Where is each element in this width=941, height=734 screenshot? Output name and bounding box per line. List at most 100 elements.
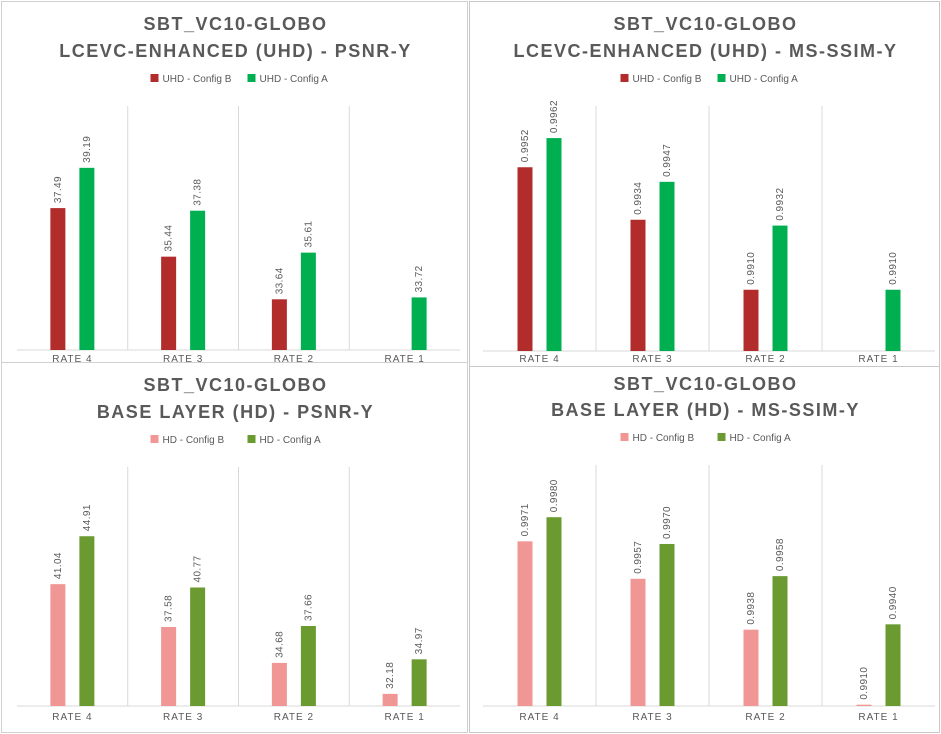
data-label: 34.68 (274, 631, 285, 658)
legend-item-hd-config-a: HD - Config A (247, 435, 321, 446)
legend-label: UHD - Config A (730, 74, 799, 85)
bar-hd-config-a-rate-2 (300, 626, 316, 706)
data-label: 44.91 (82, 504, 93, 531)
bar-hd-config-a-rate-3 (190, 587, 206, 706)
legend-item-hd-config-b: HD - Config B (150, 435, 225, 446)
category-label: RATE 4 (519, 712, 559, 723)
data-label: 0.9910 (746, 252, 757, 285)
data-label: 0.9934 (633, 182, 644, 215)
data-label: 0.9910 (859, 667, 870, 700)
data-label: 33.72 (414, 265, 425, 292)
chart-title: SBT_VC10-GLOBO (143, 375, 327, 395)
data-label: 34.97 (414, 627, 425, 654)
category-label: RATE 4 (52, 712, 92, 723)
legend-label: HD - Config A (260, 435, 321, 446)
legend-swatch (620, 74, 629, 82)
data-label: 35.61 (303, 221, 314, 248)
category-label: RATE 1 (384, 712, 424, 723)
chart-title: SBT_VC10-GLOBO (613, 14, 797, 34)
data-label: 0.9970 (662, 506, 673, 539)
data-label: 39.19 (82, 136, 93, 163)
category-label: RATE 3 (632, 354, 672, 365)
legend-swatch (247, 74, 256, 82)
chart-title: SBT_VC10-GLOBO (143, 14, 327, 34)
data-label: 0.9947 (662, 144, 673, 177)
category-label: RATE 4 (52, 354, 92, 364)
data-label: 37.38 (193, 179, 204, 206)
bar-uhd-config-a-rate-3 (659, 181, 675, 351)
data-label: 0.9958 (775, 538, 786, 571)
legend-item-uhd-config-a: UHD - Config A (247, 74, 329, 85)
legend-swatch (620, 433, 629, 441)
category-label: RATE 2 (745, 354, 785, 365)
chart-panel-uhd-psnr: SBT_VC10-GLOBO LCEVC-ENHANCED (UHD) - PSN… (1, 1, 468, 364)
chart-title: SBT_VC10-GLOBO (613, 374, 797, 394)
legend-label: HD - Config B (633, 433, 695, 444)
legend-label: UHD - Config B (163, 74, 232, 85)
category-label: RATE 3 (163, 712, 203, 723)
chart-svg: SBT_VC10-GLOBO LCEVC-ENHANCED (UHD) - PSN… (17, 14, 460, 364)
bar-hd-config-b-rate-2 (743, 629, 759, 706)
chart-subtitle: BASE LAYER (HD) - MS-SSIM-Y (551, 400, 860, 420)
bar-hd-config-b-rate-4 (517, 541, 533, 706)
data-label: 41.04 (53, 552, 64, 579)
data-label: 0.9910 (888, 252, 899, 285)
bar-uhd-config-b-rate-3 (630, 219, 646, 351)
bar-hd-config-b-rate-2 (271, 662, 287, 706)
bar-uhd-config-a-rate-4 (79, 167, 95, 350)
data-label: 0.9980 (549, 479, 560, 512)
data-label: 0.9952 (520, 129, 531, 162)
bar-uhd-config-a-rate-2 (300, 252, 316, 350)
data-label: 0.9938 (746, 592, 757, 625)
bar-uhd-config-a-rate-4 (546, 138, 562, 351)
legend-swatch (247, 435, 256, 443)
bar-hd-config-a-rate-1 (411, 659, 427, 706)
chart-svg: SBT_VC10-GLOBO LCEVC-ENHANCED (UHD) - MS-… (483, 14, 935, 365)
data-label: 0.9971 (520, 503, 531, 536)
bar-uhd-config-b-rate-3 (161, 256, 177, 350)
legend-label: HD - Config A (730, 433, 791, 444)
data-label: 0.9957 (633, 541, 644, 574)
bar-hd-config-b-rate-3 (161, 626, 177, 706)
legend-label: UHD - Config A (260, 74, 329, 85)
bar-hd-config-b-rate-3 (630, 578, 646, 706)
bar-uhd-config-b-rate-4 (50, 208, 66, 350)
data-label: 35.44 (164, 225, 175, 252)
bar-uhd-config-b-rate-4 (517, 167, 533, 351)
legend-item-hd-config-b: HD - Config B (620, 433, 695, 444)
legend-label: UHD - Config B (633, 74, 702, 85)
bar-uhd-config-a-rate-2 (772, 225, 788, 351)
category-label: RATE 3 (632, 712, 672, 723)
data-label: 37.49 (53, 176, 64, 203)
legend-swatch (150, 74, 159, 82)
bar-hd-config-b-rate-1 (382, 693, 398, 706)
data-label: 37.58 (164, 595, 175, 622)
data-label: 37.66 (303, 594, 314, 621)
legend-item-uhd-config-b: UHD - Config B (620, 74, 702, 85)
bar-hd-config-a-rate-4 (79, 536, 95, 706)
legend-item-uhd-config-a: UHD - Config A (717, 74, 799, 85)
bar-hd-config-b-rate-1 (856, 704, 872, 706)
chart-subtitle: LCEVC-ENHANCED (UHD) - MS-SSIM-Y (514, 41, 898, 61)
bar-uhd-config-a-rate-3 (190, 210, 206, 350)
bar-uhd-config-b-rate-2 (271, 299, 287, 350)
legend-swatch (150, 435, 159, 443)
category-label: RATE 4 (519, 354, 559, 365)
category-label: RATE 2 (274, 712, 314, 723)
bar-hd-config-a-rate-1 (885, 624, 901, 706)
category-label: RATE 1 (858, 354, 898, 365)
bar-hd-config-b-rate-4 (50, 584, 66, 706)
chart-subtitle: LCEVC-ENHANCED (UHD) - PSNR-Y (59, 41, 412, 61)
data-label: 0.9932 (775, 188, 786, 221)
data-label: 0.9940 (888, 586, 899, 619)
bar-uhd-config-b-rate-2 (743, 289, 759, 351)
legend-label: HD - Config B (163, 435, 225, 446)
chart-svg: SBT_VC10-GLOBO BASE LAYER (HD) - MS-SSIM-… (483, 374, 935, 723)
legend-item-hd-config-a: HD - Config A (717, 433, 791, 444)
chart-svg: SBT_VC10-GLOBO BASE LAYER (HD) - PSNR-Y HD… (17, 375, 460, 723)
data-label: 40.77 (193, 555, 204, 582)
data-label: 0.9962 (549, 100, 560, 133)
legend-item-uhd-config-b: UHD - Config B (150, 74, 232, 85)
legend-swatch (717, 74, 726, 82)
data-label: 33.64 (274, 267, 285, 294)
